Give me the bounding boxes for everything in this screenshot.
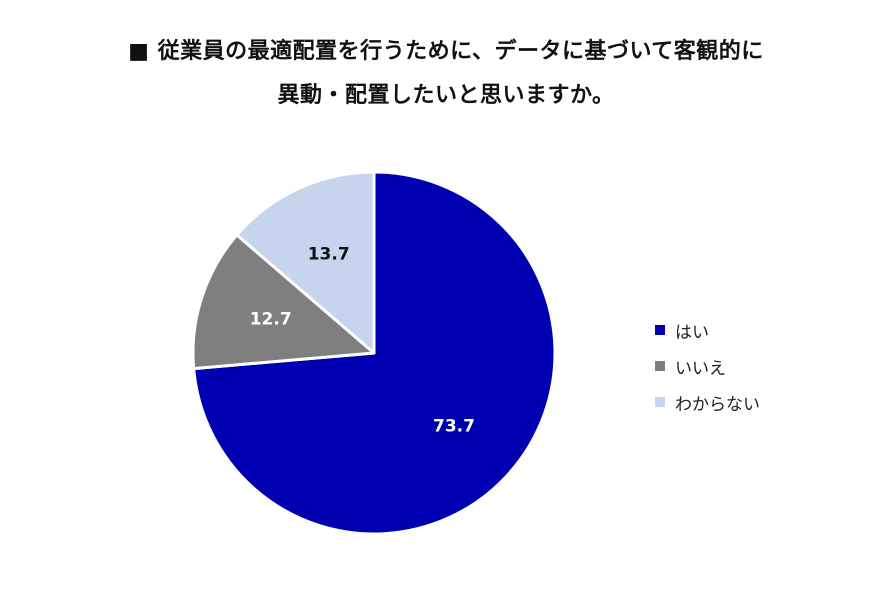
chart-title-line-1: ■ 従業員の最適配置を行うために、データに基づいて客観的に xyxy=(128,39,764,64)
legend-item-dont-know: わからない xyxy=(655,384,760,420)
data-label-dont-know: 13.7 xyxy=(308,244,350,264)
data-label-yes: 73.7 xyxy=(433,416,475,436)
legend-item-yes: はい xyxy=(655,312,760,348)
legend-label-dont-know: わからない xyxy=(675,394,760,415)
pie-slices xyxy=(191,170,557,536)
legend-item-no: いいえ xyxy=(655,348,760,384)
legend: はい いいえ わからない xyxy=(655,312,760,420)
pie-slice-dont-know xyxy=(235,170,376,355)
legend-label-yes: はい xyxy=(675,322,709,343)
legend-swatch-dont-know xyxy=(655,397,665,407)
chart-title-line-2: 異動・配置したいと思いますか。 xyxy=(277,83,615,108)
chart-title: ■ 従業員の最適配置を行うために、データに基づいて客観的に 異動・配置したいと思… xyxy=(0,30,892,118)
legend-swatch-yes xyxy=(655,325,665,335)
legend-label-no: いいえ xyxy=(675,358,726,379)
pie-slice-no xyxy=(191,233,376,371)
data-label-no: 12.7 xyxy=(250,310,292,330)
legend-swatch-no xyxy=(655,361,665,371)
pie-data-labels: 73.7 12.7 13.7 xyxy=(250,244,475,436)
